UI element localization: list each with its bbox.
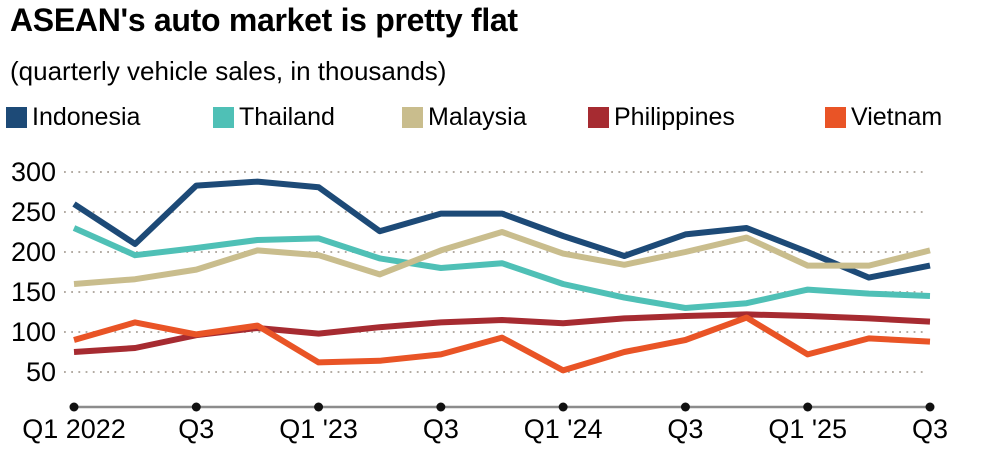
legend-item-philippines: Philippines — [588, 103, 735, 132]
legend-swatch-indonesia — [6, 107, 27, 128]
x-axis-label-4: Q1 '24 — [524, 414, 603, 444]
x-axis-label-7: Q3 — [912, 414, 948, 444]
series-line-vietnam — [73, 314, 931, 374]
series-line-indonesia — [72, 178, 931, 281]
x-axis-tick-dot-1 — [191, 402, 201, 412]
y-axis-label-250: 250 — [11, 197, 56, 227]
y-axis-label-200: 200 — [11, 237, 56, 267]
series-line-malaysia — [73, 229, 931, 287]
legend-label-vietnam: Vietnam — [851, 103, 943, 131]
series-line-thailand — [72, 225, 931, 311]
legend-item-indonesia: Indonesia — [6, 103, 140, 132]
x-axis-label-2: Q1 '23 — [279, 414, 358, 444]
x-axis-label-1: Q3 — [178, 414, 214, 444]
legend-label-philippines: Philippines — [614, 103, 735, 131]
legend-swatch-philippines — [588, 107, 609, 128]
y-axis-label-150: 150 — [11, 277, 56, 307]
legend-swatch-thailand — [213, 107, 234, 128]
chart-subtitle: (quarterly vehicle sales, in thousands) — [10, 56, 447, 86]
x-axis-tick-dot-4 — [558, 402, 568, 412]
legend-item-thailand: Thailand — [213, 103, 335, 132]
legend-label-malaysia: Malaysia — [428, 103, 527, 131]
legend-swatch-vietnam — [825, 107, 846, 128]
x-axis-tick-dot-0 — [69, 402, 79, 412]
legend-label-thailand: Thailand — [239, 103, 335, 131]
legend: Indonesia Thailand Malaysia Philippines Viet… — [0, 103, 990, 133]
y-axis-label-50: 50 — [26, 357, 56, 387]
legend-item-malaysia: Malaysia — [402, 103, 527, 132]
y-axis-label-300: 300 — [11, 157, 56, 187]
x-axis-tick-dot-6 — [803, 402, 813, 412]
legend-item-vietnam: Vietnam — [825, 103, 942, 132]
x-axis-tick-dot-7 — [925, 402, 935, 412]
legend-label-indonesia: Indonesia — [32, 103, 141, 131]
legend-swatch-malaysia — [402, 107, 423, 128]
x-axis-label-0: Q1 2022 — [22, 414, 126, 444]
x-axis-tick-dot-3 — [436, 402, 446, 412]
x-axis-tick-dot-2 — [314, 402, 324, 412]
y-axis-label-100: 100 — [11, 317, 56, 347]
chart-title: ASEAN's auto market is pretty flat — [10, 2, 518, 38]
x-axis-label-5: Q3 — [667, 414, 703, 444]
x-axis-label-6: Q1 '25 — [768, 414, 847, 444]
x-axis-label-3: Q3 — [423, 414, 459, 444]
x-axis-tick-dot-5 — [680, 402, 690, 412]
